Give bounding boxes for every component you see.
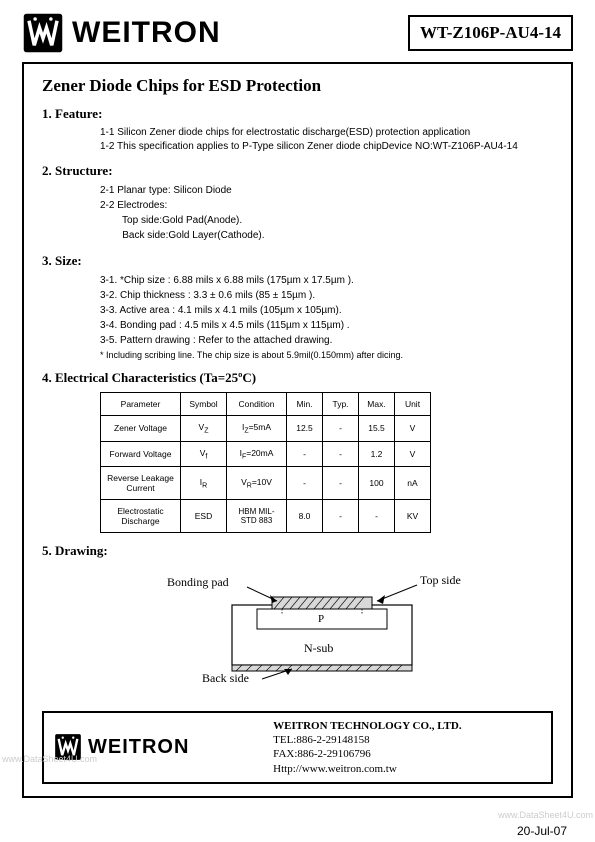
cell-condition: HBM MIL-STD 883 [227, 500, 287, 533]
cell-unit: V [395, 441, 431, 467]
sym-sub: f [205, 453, 207, 460]
cell-typ: - [323, 500, 359, 533]
drawing: Bonding pad Top side P N-sub Back side [152, 567, 492, 687]
cell-symbol: VZ [181, 416, 227, 442]
cell-max: 15.5 [359, 416, 395, 442]
cell-param: Reverse Leakage Current [101, 467, 181, 500]
footer-brand: WEITRON [88, 736, 189, 759]
cell-min: - [287, 467, 323, 500]
table-row: Zener Voltage VZ IZ=5mA 12.5 - 15.5 V [101, 416, 431, 442]
cell-symbol: Vf [181, 441, 227, 467]
structure-line: Back side:Gold Layer(Cathode). [100, 228, 553, 243]
size-line: 3-5. Pattern drawing : Refer to the atta… [100, 333, 553, 348]
structure-line: 2-1 Planar type: Silicon Diode [100, 183, 553, 198]
cell-typ: - [323, 441, 359, 467]
watermark-left: www.DataSheet4U.com [2, 754, 97, 764]
feature-lines: 1-1 Silicon Zener diode chips for electr… [100, 126, 553, 153]
cond-rest: =5mA [249, 422, 271, 432]
elec-table-wrap: Parameter Symbol Condition Min. Typ. Max… [100, 392, 553, 533]
cell-unit: V [395, 416, 431, 442]
size-line: 3-1. *Chip size : 6.88 mils x 6.88 mils … [100, 273, 553, 288]
cell-max: - [359, 500, 395, 533]
cell-max: 100 [359, 467, 395, 500]
cell-unit: nA [395, 467, 431, 500]
cell-typ: - [323, 416, 359, 442]
col-symbol: Symbol [181, 393, 227, 416]
feature-line: 1-2 This specification applies to P-Type… [100, 140, 553, 154]
section-elec-head: 4. Electrical Characteristics (Ta=25ºC) [42, 370, 553, 386]
logo-block: WEITRON [22, 12, 221, 54]
label-nsub: N-sub [304, 641, 333, 656]
footer-fax: FAX:886-2-29106796 [273, 747, 461, 761]
col-max: Max. [359, 393, 395, 416]
footer-company: WEITRON TECHNOLOGY CO., LTD. [273, 719, 461, 733]
structure-line: Top side:Gold Pad(Anode). [100, 213, 553, 228]
cell-param: Electrostatic Discharge [101, 500, 181, 533]
elec-header-row: Parameter Symbol Condition Min. Typ. Max… [101, 393, 431, 416]
label-p: P [318, 613, 324, 625]
brand-name: WEITRON [72, 16, 221, 50]
elec-table: Parameter Symbol Condition Min. Typ. Max… [100, 392, 431, 533]
size-note: * Including scribing line. The chip size… [100, 350, 553, 360]
cond-rest: =20mA [246, 448, 273, 458]
label-back-side: Back side [202, 671, 249, 686]
weitron-logo-icon [22, 12, 64, 54]
size-line: 3-2. Chip thickness : 3.3 ± 0.6 mils (85… [100, 288, 553, 303]
cell-unit: KV [395, 500, 431, 533]
cell-condition: IZ=5mA [227, 416, 287, 442]
sym-sub: Z [204, 428, 208, 435]
table-row: Reverse Leakage Current IR VR=10V - - 10… [101, 467, 431, 500]
structure-line: 2-2 Electrodes: [100, 198, 553, 213]
section-feature-head: 1. Feature: [42, 106, 553, 122]
page-title: Zener Diode Chips for ESD Protection [42, 76, 553, 96]
section-size-head: 3. Size: [42, 253, 553, 269]
table-row: Forward Voltage Vf IF=20mA - - 1.2 V [101, 441, 431, 467]
col-typ: Typ. [323, 393, 359, 416]
cell-max: 1.2 [359, 441, 395, 467]
watermark-right: www.DataSheet4U.com [498, 810, 593, 820]
feature-line: 1-1 Silicon Zener diode chips for electr… [100, 126, 553, 140]
section-drawing-head: 5. Drawing: [42, 543, 553, 559]
label-bonding-pad: Bonding pad [167, 575, 229, 590]
cell-min: 8.0 [287, 500, 323, 533]
col-parameter: Parameter [101, 393, 181, 416]
table-row: Electrostatic Discharge ESD HBM MIL-STD … [101, 500, 431, 533]
structure-lines: 2-1 Planar type: Silicon Diode 2-2 Elect… [100, 183, 553, 243]
footer-info: WEITRON TECHNOLOGY CO., LTD. TEL:886-2-2… [273, 719, 461, 776]
size-line: 3-3. Active area : 4.1 mils x 4.1 mils (… [100, 303, 553, 318]
cell-param: Zener Voltage [101, 416, 181, 442]
size-lines: 3-1. *Chip size : 6.88 mils x 6.88 mils … [100, 273, 553, 348]
part-number-box: WT-Z106P-AU4-14 [408, 15, 573, 51]
cell-symbol: IR [181, 467, 227, 500]
cell-param: Forward Voltage [101, 441, 181, 467]
cell-symbol: ESD [181, 500, 227, 533]
size-line: 3-4. Bonding pad : 4.5 mils x 4.5 mils (… [100, 318, 553, 333]
cond-rest: =10V [252, 477, 272, 487]
footer-box: WEITRON WEITRON TECHNOLOGY CO., LTD. TEL… [42, 711, 553, 784]
footer-url: Http://www.weitron.com.tw [273, 762, 461, 776]
cell-min: 12.5 [287, 416, 323, 442]
cell-typ: - [323, 467, 359, 500]
section-structure-head: 2. Structure: [42, 163, 553, 179]
label-top-side: Top side [420, 573, 461, 588]
col-unit: Unit [395, 393, 431, 416]
cell-condition: IF=20mA [227, 441, 287, 467]
col-condition: Condition [227, 393, 287, 416]
cell-min: - [287, 441, 323, 467]
col-min: Min. [287, 393, 323, 416]
content-frame: Zener Diode Chips for ESD Protection 1. … [22, 62, 573, 798]
cell-condition: VR=10V [227, 467, 287, 500]
page-date: 20-Jul-07 [517, 824, 567, 838]
footer-tel: TEL:886-2-29148158 [273, 733, 461, 747]
page-header: WEITRON WT-Z106P-AU4-14 [0, 0, 595, 62]
sym-sub: R [202, 483, 207, 490]
